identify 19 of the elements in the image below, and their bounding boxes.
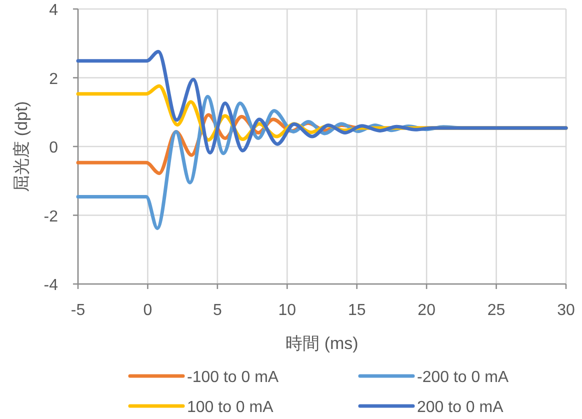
y-tick-label: 0 [49, 140, 58, 156]
y-tick-label: 2 [49, 70, 58, 88]
legend-label: -100 to 0 mA [187, 369, 279, 386]
x-tick-label: 15 [348, 302, 366, 319]
y-tick-label: -2 [44, 208, 58, 226]
x-tick-label: 25 [487, 302, 506, 319]
y-tick-label: 4 [49, 2, 58, 19]
y-tick-label: -4 [44, 277, 58, 294]
legend-label: 200 to 0 mA [417, 399, 504, 416]
x-tick-label: 0 [143, 302, 152, 319]
x-axis-title: 時間 (ms) [286, 334, 358, 353]
legend-label: -200 to 0 mA [417, 369, 509, 386]
x-tick-label: 5 [212, 302, 222, 319]
x-tick-label: 10 [278, 302, 296, 319]
y-axis-title: 屈光度 (dpt) [12, 101, 31, 192]
legend-label: 100 to 0 mA [187, 399, 274, 416]
x-tick-label: 20 [418, 302, 436, 319]
x-tick-label: -5 [70, 302, 86, 319]
x-tick-label: 30 [557, 302, 575, 319]
